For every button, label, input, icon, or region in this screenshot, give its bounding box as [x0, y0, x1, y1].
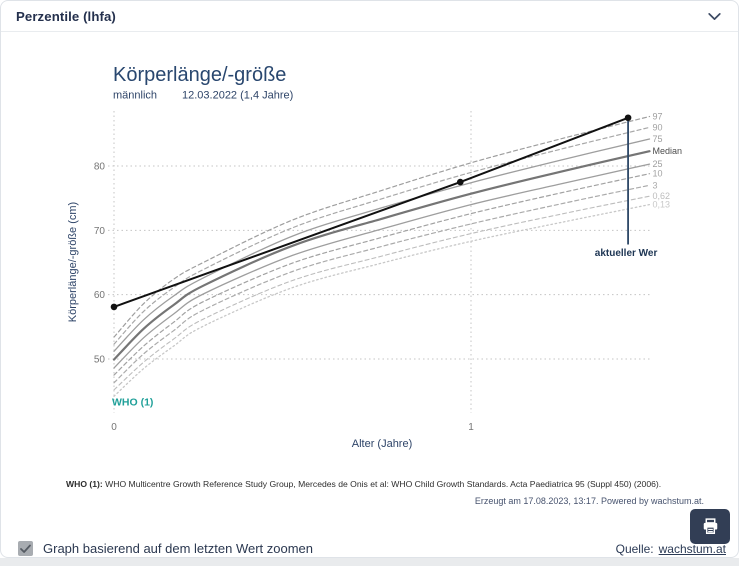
check-icon — [20, 544, 31, 553]
y-tick-50: 50 — [94, 355, 106, 366]
reference-standard-label: WHO (1) — [112, 397, 153, 409]
growth-chart: Körperlänge/-größe männlich 12.03.2022 (1,… — [67, 64, 683, 450]
source-link[interactable]: wachstum.at — [658, 542, 726, 556]
source-label: Quelle: — [615, 542, 654, 556]
percentile-curve-97 — [113, 115, 651, 338]
percentile-label-3: 3 — [653, 180, 658, 190]
generated-note: Erzeugt am 17.08.2023, 13:17. Powered by… — [474, 496, 704, 506]
percentile-label-75: 75 — [653, 134, 663, 144]
percentile-curve-10 — [113, 173, 651, 376]
percentile-label-10: 10 — [653, 169, 663, 179]
data-point[interactable] — [624, 114, 632, 122]
printer-icon — [703, 518, 717, 534]
y-axis-label: Körperlänge/-größe (cm) — [67, 202, 79, 322]
percentile-label-25: 25 — [653, 159, 663, 169]
chart-title: Körperlänge/-größe — [113, 64, 286, 86]
current-value-label: aktueller Wer — [595, 248, 658, 259]
percentile-label-Median: Median — [653, 146, 683, 156]
percentile-curve-90 — [113, 126, 651, 345]
x-axis-label: Alter (Jahre) — [352, 438, 413, 450]
zoom-checkbox[interactable] — [18, 540, 33, 556]
percentile-curve-Median — [112, 150, 651, 361]
chart-subtitle-sex: männlich — [113, 90, 157, 102]
patient-measurement-line — [113, 116, 630, 308]
panel-title: Perzentile (lhfa) — [16, 8, 116, 24]
source-row: Quelle: wachstum.at — [616, 542, 726, 556]
y-tick-80: 80 — [94, 162, 106, 173]
chevron-down-icon[interactable] — [706, 8, 723, 25]
footnote-prefix: WHO (1): — [66, 479, 103, 489]
percentile-curve-3 — [113, 184, 651, 384]
print-button[interactable] — [690, 509, 730, 544]
percentile-curve-75 — [113, 138, 651, 352]
footnote-text: WHO Multicentre Growth Reference Study G… — [102, 479, 662, 489]
x-tick-1: 1 — [468, 422, 474, 433]
reference-footnote: WHO (1): WHO Multicentre Growth Referenc… — [66, 479, 708, 490]
x-tick-0: 0 — [111, 422, 117, 433]
percentile-label-0,13: 0,13 — [653, 200, 671, 210]
data-point[interactable] — [456, 178, 464, 186]
percentile-label-0,62: 0,62 — [653, 191, 671, 201]
y-tick-70: 70 — [94, 226, 106, 237]
percentile-curve-0,13 — [113, 203, 651, 397]
y-tick-60: 60 — [94, 290, 106, 301]
data-point[interactable] — [110, 303, 118, 311]
zoom-option-row: Graph basierend auf dem letzten Wert zoo… — [18, 539, 313, 557]
panel-header: Perzentile (lhfa) — [1, 1, 738, 32]
percentile-curve-0,62 — [113, 195, 651, 391]
page-background-strip — [0, 558, 739, 566]
percentile-label-97: 97 — [653, 111, 663, 121]
chart-subtitle-date: 12.03.2022 (1,4 Jahre) — [182, 90, 293, 102]
percentile-curve-25 — [113, 163, 651, 369]
percentile-label-90: 90 — [653, 122, 663, 132]
zoom-checkbox-label: Graph basierend auf dem letzten Wert zoo… — [43, 540, 314, 556]
